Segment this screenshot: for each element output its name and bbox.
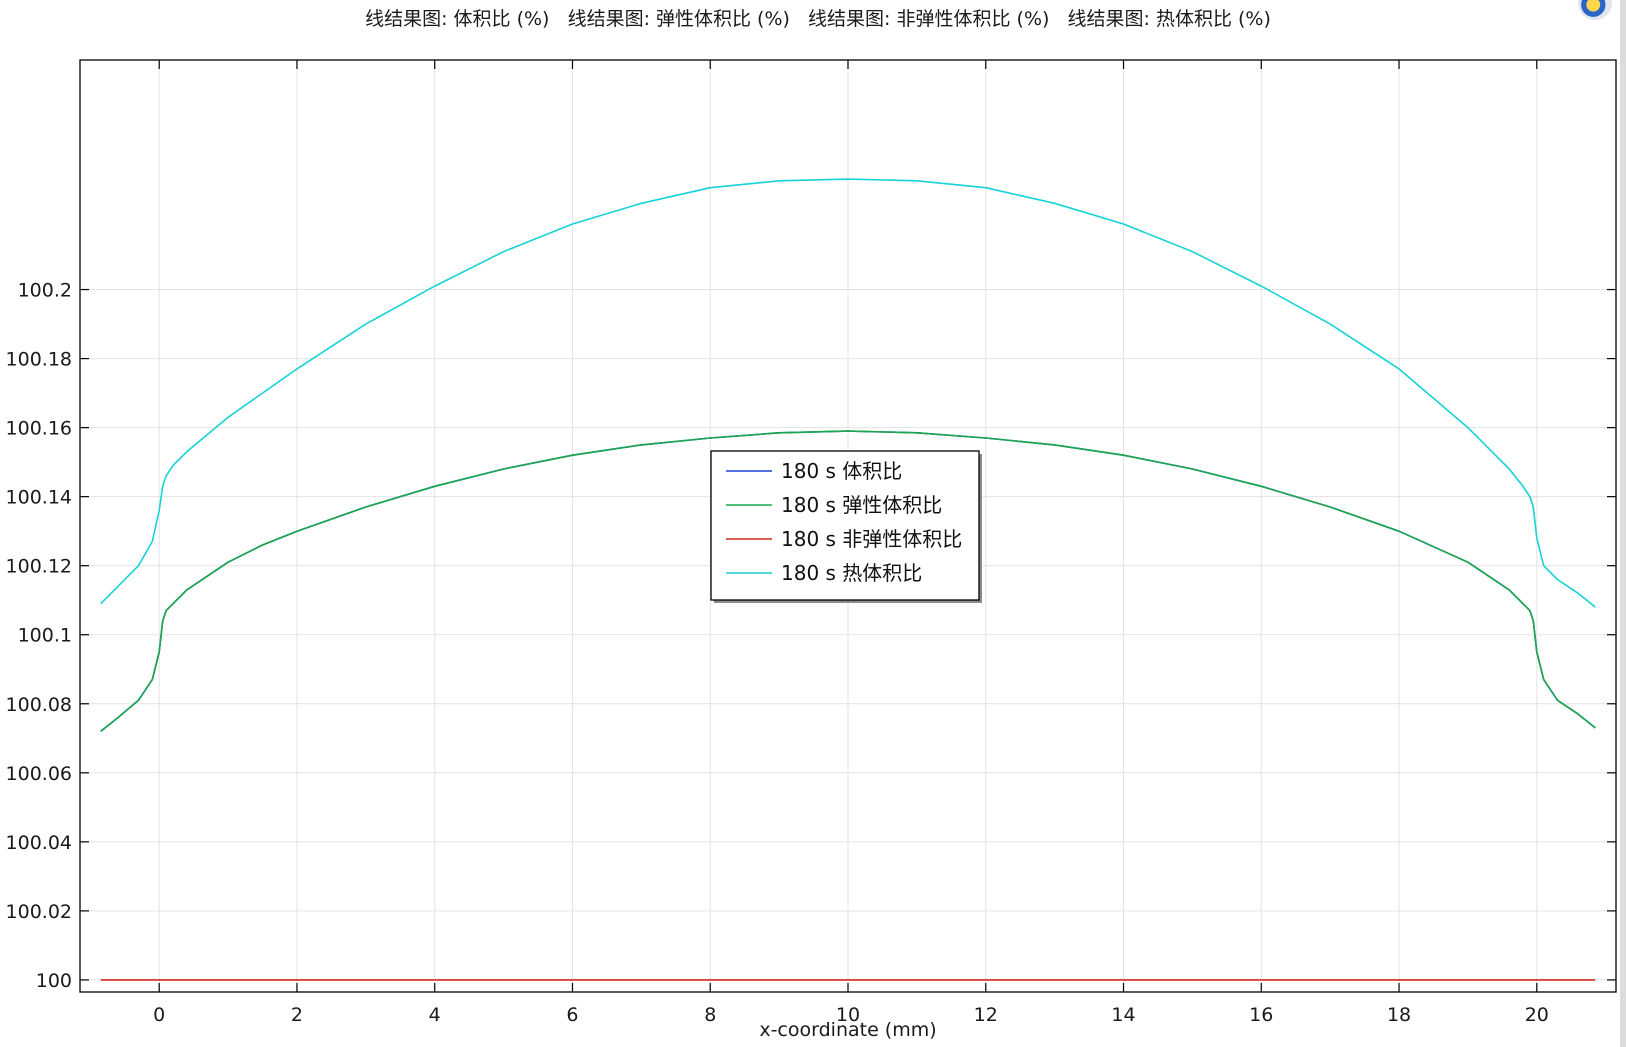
legend-box [710,450,980,601]
x-axis-ticks: 0 2 4 6 8 10 12 14 16 18 20 [153,60,1549,1026]
x-tick-label: 12 [974,1004,998,1026]
x-tick-label: 4 [429,1004,441,1026]
series-line-3 [100,178,1596,608]
x-tick-label: 8 [704,1004,716,1026]
x-tick-label: 2 [291,1004,303,1026]
y-tick-label: 100.02 [6,901,72,923]
y-axis-ticks: 100 100.02 100.04 100.06 100.08 100.1 100.12 10… [6,280,1616,992]
grid-lines [80,60,1616,992]
x-axis-label: x-coordinate (mm) [759,1019,936,1041]
x-tick-label: 20 [1525,1004,1549,1026]
legend-label: 180 s 非弹性体积比 [781,527,962,551]
x-tick-label: 10 [836,1004,860,1026]
x-tick-label: 6 [566,1004,578,1026]
y-tick-label: 100.08 [6,694,72,716]
series-lines [100,178,1596,981]
x-tick-label: 18 [1387,1004,1411,1026]
y-tick-label: 100.12 [6,556,72,578]
plot-frame [79,59,1617,993]
y-tick-label: 100.14 [6,487,72,509]
y-tick-label: 100.2 [18,280,72,302]
y-tick-label: 100.18 [6,349,72,371]
chart-title: 线结果图: 体积比 (%) 线结果图: 弹性体积比 (%) 线结果图: 非弹性体… [365,8,1271,30]
y-tick-label: 100 [36,970,72,992]
legend-label: 180 s 热体积比 [781,561,922,585]
legend-label: 180 s 弹性体积比 [781,493,942,517]
app-logo-icon [1578,0,1612,20]
legend-label: 180 s 体积比 [781,459,902,483]
x-tick-label: 14 [1111,1004,1135,1026]
series-line-1 [100,430,1596,733]
y-tick-label: 100.1 [18,625,72,647]
window-edge [1620,0,1626,1047]
y-tick-label: 100.04 [6,832,72,854]
y-tick-label: 100.06 [6,763,72,785]
x-tick-label: 0 [153,1004,165,1026]
y-tick-label: 100.16 [6,418,72,440]
x-tick-label: 16 [1249,1004,1273,1026]
legend: 180 s 体积比 180 s 弹性体积比 180 s 非弹性体积比 180 s 热体… [710,450,982,603]
